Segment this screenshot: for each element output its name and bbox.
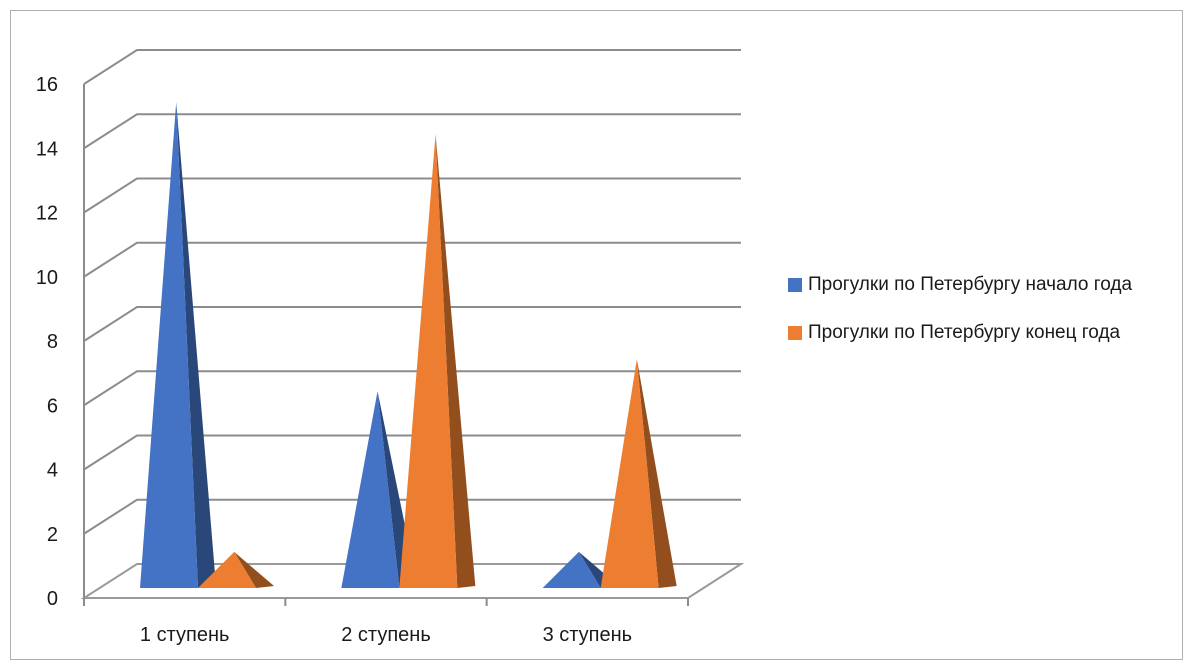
y-tick-label: 6 (47, 395, 58, 417)
pyramid-bar (600, 359, 677, 588)
chart-frame (10, 10, 1183, 660)
y-tick-label: 8 (47, 331, 58, 353)
pyramid-side-face (636, 359, 677, 588)
pyramid-front-face (600, 359, 659, 588)
legend-item-series-1: Прогулки по Петербургу начало года (788, 270, 1178, 300)
y-tick-label: 10 (36, 267, 58, 289)
legend-swatch-series-2 (788, 326, 802, 340)
pyramid-side-face (176, 102, 216, 588)
y-tick-label: 14 (36, 138, 58, 160)
gridline (83, 113, 741, 150)
pyramid-bar (399, 134, 476, 588)
gridline (83, 241, 741, 278)
y-tick-label: 4 (47, 460, 58, 482)
pyramid-front-face (198, 551, 256, 588)
gridline (83, 177, 741, 214)
x-tick-label: 2 ступень (341, 624, 430, 646)
gridline (83, 434, 741, 471)
pyramid-front-face (399, 134, 458, 588)
legend-swatch-series-1 (788, 278, 802, 292)
y-tick-label: 0 (47, 588, 58, 610)
pyramid-bar (198, 551, 274, 588)
x-tick-label: 1 ступень (140, 624, 229, 646)
y-tick-label: 2 (47, 524, 58, 546)
gridline (83, 306, 741, 342)
pyramid-front-face (341, 391, 400, 588)
legend-label-series-2: Прогулки по Петербургу конец года (808, 322, 1121, 343)
legend-label-series-1: Прогулки по Петербургу начало года (808, 274, 1133, 295)
y-tick-label: 12 (36, 203, 58, 225)
y-tick-label: 16 (36, 74, 58, 96)
pyramid-front-face (140, 102, 198, 588)
pyramid-side-face (435, 134, 476, 588)
gridline (83, 370, 741, 407)
legend: Прогулки по Петербургу начало года Прогу… (788, 270, 1178, 366)
pyramid-bar (140, 102, 216, 588)
legend-item-series-2: Прогулки по Петербургу конец года (788, 318, 1178, 348)
pyramid-side-face (234, 551, 274, 588)
gridline (83, 498, 741, 535)
gridline (83, 49, 741, 85)
x-tick-label: 3 ступень (543, 624, 632, 646)
pyramid-front-face (542, 551, 601, 588)
